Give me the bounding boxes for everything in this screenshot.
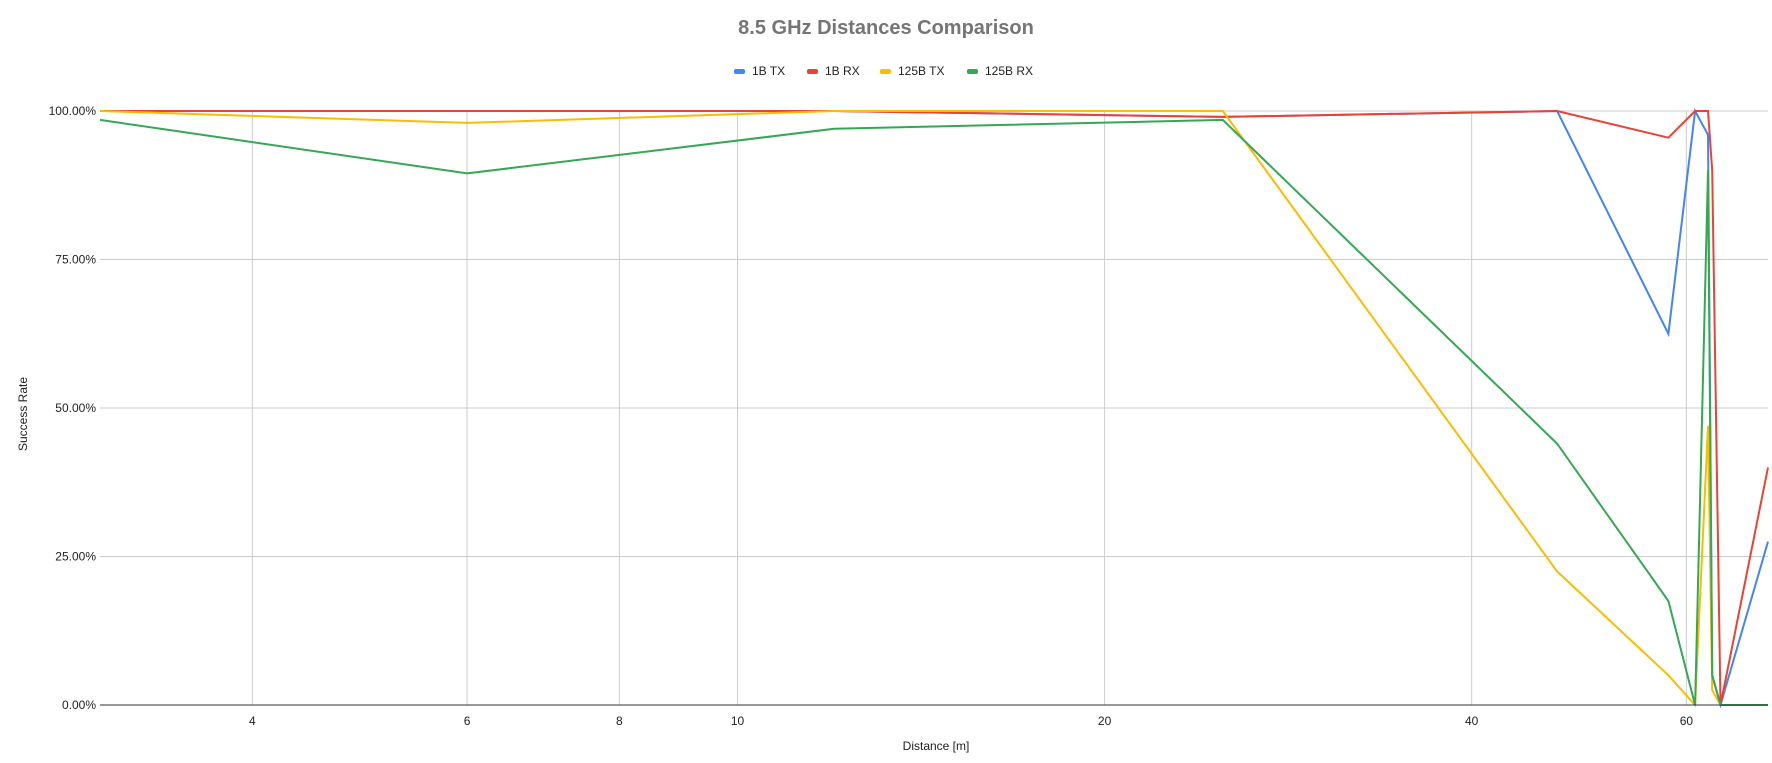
y-tick-label: 0.00%: [62, 698, 96, 712]
chart-legend: 1B TX 1B RX 125B TX 125B RX: [734, 64, 1033, 78]
y-tick-label: 75.00%: [55, 253, 96, 267]
x-axis-ticks: 4 6 8 10 20 40 60: [249, 714, 1693, 728]
legend-item: 1B TX: [734, 64, 785, 78]
y-tick-label: 50.00%: [55, 401, 96, 415]
legend-swatch: [880, 69, 891, 74]
x-tick-label: 4: [249, 714, 256, 728]
series-line-125b-rx: [99, 118, 1768, 706]
chart-series: [99, 107, 1769, 709]
x-tick-label: 8: [616, 714, 623, 728]
legend-swatch: [967, 69, 978, 74]
legend-label: 1B RX: [825, 64, 860, 78]
legend-item: 125B TX: [880, 64, 944, 78]
y-axis-label: Success Rate: [16, 377, 30, 451]
x-tick-label: 60: [1680, 714, 1694, 728]
chart-gridlines: [100, 110, 1768, 705]
legend-swatch: [807, 69, 818, 74]
legend-label: 125B RX: [985, 64, 1033, 78]
x-tick-label: 20: [1098, 714, 1112, 728]
x-tick-label: 40: [1465, 714, 1479, 728]
x-axis-label: Distance [m]: [903, 739, 970, 753]
legend-item: 1B RX: [807, 64, 860, 78]
legend-swatch: [734, 69, 745, 74]
series-line-125b-tx: [99, 110, 1768, 708]
y-tick-label: 100.00%: [49, 104, 97, 118]
x-tick-label: 6: [464, 714, 471, 728]
series-line-1b-rx: [100, 109, 1769, 706]
y-axis-ticks: 0.00% 25.00% 50.00% 75.00% 100.00%: [49, 104, 97, 712]
legend-item: 125B RX: [967, 64, 1033, 78]
legend-label: 1B TX: [752, 64, 785, 78]
chart-title: 8.5 GHz Distances Comparison: [738, 17, 1034, 39]
legend-label: 125B TX: [898, 64, 944, 78]
y-tick-label: 25.00%: [55, 550, 96, 564]
x-tick-label: 10: [731, 714, 745, 728]
